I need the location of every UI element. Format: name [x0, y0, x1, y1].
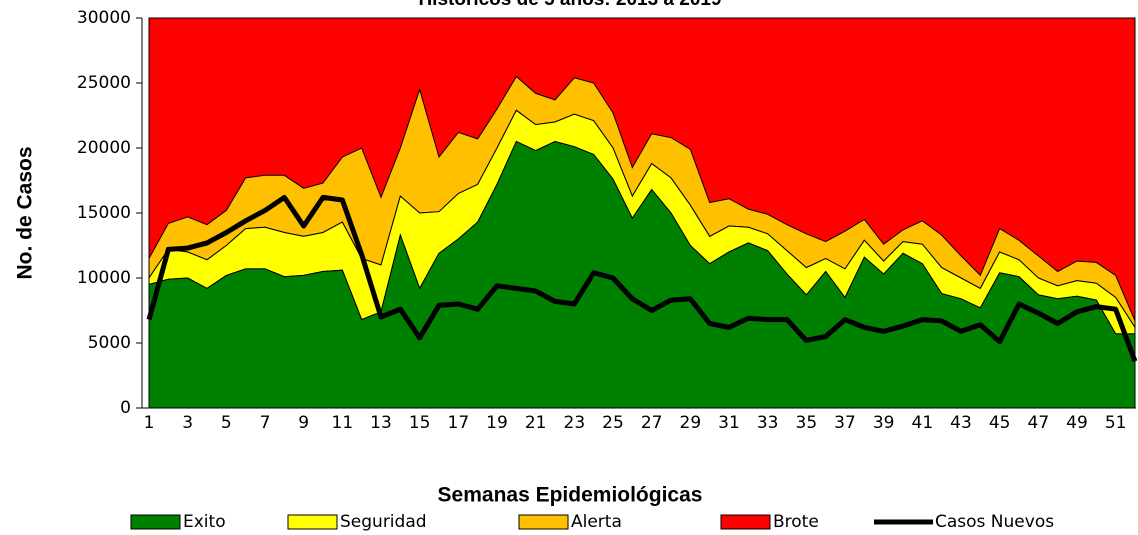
y-tick-label: 15000: [77, 203, 131, 223]
x-tick-label: 9: [298, 413, 309, 433]
x-tick-label: 43: [950, 413, 972, 433]
x-tick-label: 45: [989, 413, 1011, 433]
plot-area: [146, 17, 1138, 409]
x-tick-label: 11: [332, 413, 354, 433]
x-tick-label: 31: [718, 413, 740, 433]
legend-label: Seguridad: [340, 512, 427, 532]
y-axis-title: No. de Casos: [14, 146, 37, 279]
y-tick-label: 10000: [77, 268, 131, 288]
legend-label: Casos Nuevos: [935, 512, 1054, 532]
x-tick-label: 25: [602, 413, 624, 433]
x-tick-label: 5: [221, 413, 232, 433]
x-tick-label: 19: [486, 413, 508, 433]
x-tick-label: 3: [182, 413, 193, 433]
y-tick-label: 30000: [77, 8, 131, 28]
legend-swatch: [518, 514, 569, 530]
y-tick-label: 20000: [77, 138, 131, 158]
x-tick-label: 23: [564, 413, 586, 433]
x-tick-label: 41: [912, 413, 934, 433]
y-tick-label: 0: [120, 398, 131, 418]
y-tick-label: 5000: [88, 333, 131, 353]
x-tick-label: 29: [680, 413, 702, 433]
chart-title: Históricos de 5 años: 2013 a 2019: [418, 0, 721, 10]
legend-swatch: [130, 514, 181, 530]
x-tick-label: 35: [796, 413, 818, 433]
x-tick-label: 1: [144, 413, 155, 433]
x-tick-label: 17: [448, 413, 470, 433]
legend-swatch: [720, 514, 771, 530]
legend-swatch: [287, 514, 338, 530]
x-tick-label: 49: [1066, 413, 1088, 433]
x-tick-label: 27: [641, 413, 663, 433]
x-tick-label: 33: [757, 413, 779, 433]
x-axis-title: Semanas Epidemiológicas: [438, 484, 703, 507]
line-casos: [146, 194, 1138, 363]
legend-label: Alerta: [571, 512, 622, 532]
x-tick-label: 37: [834, 413, 856, 433]
x-tick-label: 39: [873, 413, 895, 433]
legend-label: Brote: [773, 512, 819, 532]
x-tick-label: 47: [1028, 413, 1050, 433]
legend-label: Exito: [183, 512, 226, 532]
x-tick-label: 7: [260, 413, 271, 433]
x-tick-label: 13: [370, 413, 392, 433]
x-tick-label: 51: [1105, 413, 1127, 433]
x-tick-label: 21: [525, 413, 547, 433]
x-tick-label: 15: [409, 413, 431, 433]
y-tick-label: 25000: [77, 73, 131, 93]
